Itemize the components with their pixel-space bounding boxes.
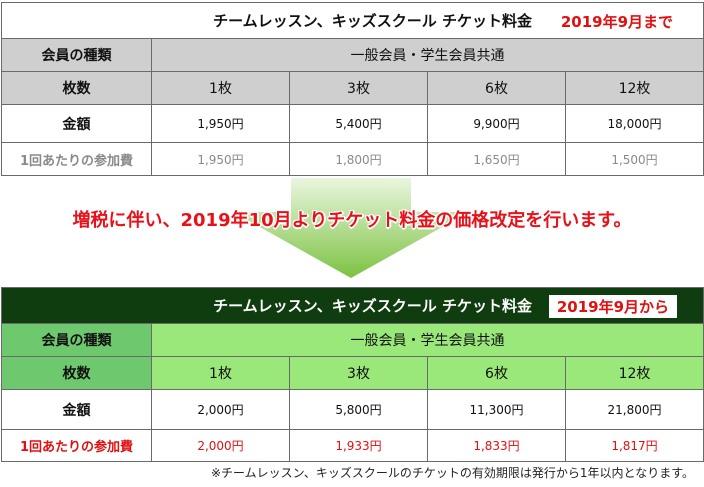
old-unit-cell: 1,500円 <box>564 142 704 176</box>
new-table-period: 2019年9月から <box>548 295 678 318</box>
new-qty-cell: 1枚 <box>151 356 290 390</box>
old-price-label: 金額 <box>1 104 152 143</box>
new-price-cell: 21,800円 <box>564 389 704 430</box>
old-unit-cell: 1,650円 <box>427 142 566 176</box>
new-price-table: チームレッスン、キッズスクール チケット料金 2019年9月から 会員の種類 一… <box>0 287 704 462</box>
old-qty-cell: 1枚 <box>151 71 290 105</box>
old-price-cell: 5,400円 <box>289 104 428 143</box>
old-unit-label: 1回あたりの参加費 <box>1 142 152 176</box>
new-qty-cell: 6枚 <box>427 356 566 390</box>
new-table-title-cell: チームレッスン、キッズスクール チケット料金 2019年9月から <box>0 287 704 324</box>
new-price-cell: 5,800円 <box>289 389 428 430</box>
new-qty-cell: 12枚 <box>564 356 704 390</box>
old-price-cell: 9,900円 <box>427 104 566 143</box>
price-revision-notice: 増税に伴い、2019年10月よりチケット料金の価格改定を行います。 <box>72 210 632 231</box>
new-unit-cell: 1,933円 <box>289 429 428 462</box>
new-qty-label: 枚数 <box>1 356 152 390</box>
new-unit-label: 1回あたりの参加費 <box>1 429 152 462</box>
old-member-type-label: 会員の種類 <box>1 38 152 72</box>
new-unit-cell: 1,833円 <box>427 429 566 462</box>
new-table-title: チームレッスン、キッズスクール チケット料金 <box>213 297 532 315</box>
old-table-title: チームレッスン、キッズスクール チケット料金 <box>213 12 532 30</box>
old-price-cell: 1,950円 <box>151 104 290 143</box>
new-member-type-value: 一般会員・学生会員共通 <box>150 323 704 357</box>
old-price-cell: 18,000円 <box>564 104 704 143</box>
validity-footnote: ※チームレッスン、キッズスクールのチケットの有効期限は発行から1年以内となります… <box>210 466 694 480</box>
old-qty-label: 枚数 <box>1 71 152 105</box>
old-member-type-value: 一般会員・学生会員共通 <box>150 38 704 72</box>
new-member-type-label: 会員の種類 <box>1 323 152 357</box>
old-table-period: 2019年9月まで <box>560 13 674 31</box>
new-price-cell: 11,300円 <box>427 389 566 430</box>
new-price-cell: 2,000円 <box>151 389 290 430</box>
old-qty-cell: 6枚 <box>427 71 566 105</box>
old-price-table: チームレッスン、キッズスクール チケット料金 2019年9月まで 会員の種類 一… <box>0 2 704 176</box>
old-qty-cell: 12枚 <box>564 71 704 105</box>
new-qty-cell: 3枚 <box>289 356 428 390</box>
old-unit-cell: 1,800円 <box>289 142 428 176</box>
down-arrow-icon <box>233 178 469 278</box>
old-qty-cell: 3枚 <box>289 71 428 105</box>
new-unit-cell: 1,817円 <box>564 429 704 462</box>
new-unit-cell: 2,000円 <box>151 429 290 462</box>
old-table-title-cell: チームレッスン、キッズスクール チケット料金 2019年9月まで <box>0 2 704 39</box>
new-price-label: 金額 <box>1 389 152 430</box>
old-unit-cell: 1,950円 <box>151 142 290 176</box>
